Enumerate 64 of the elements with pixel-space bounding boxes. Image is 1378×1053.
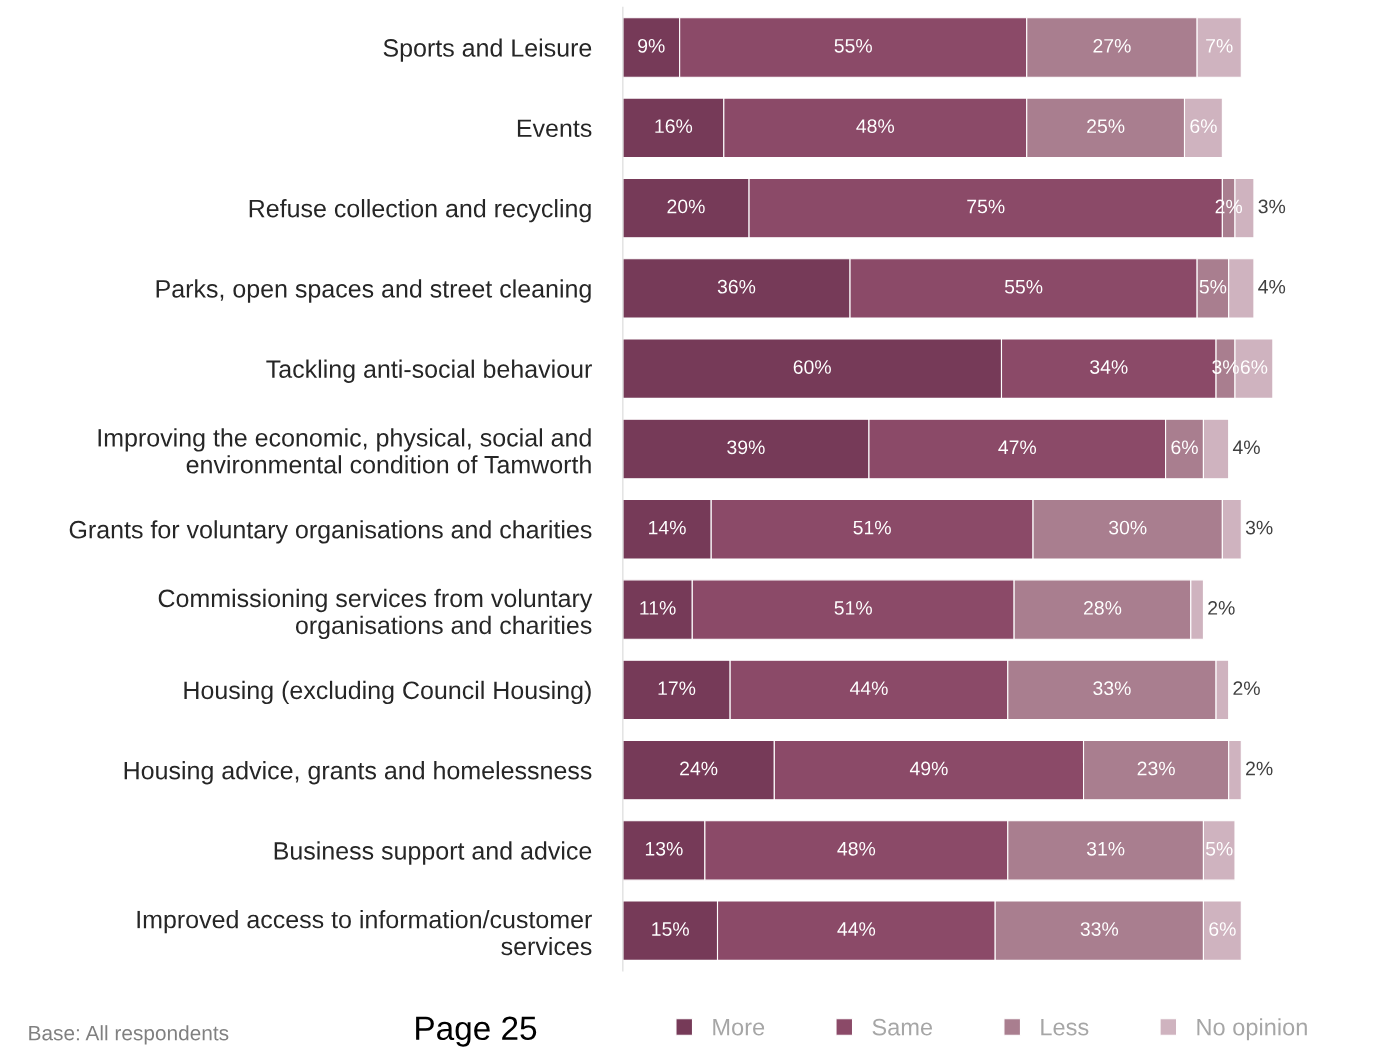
legend-label: Less [1041, 1019, 1089, 1036]
legend-label: Same [872, 1018, 933, 1036]
data-label: 15% [652, 922, 689, 936]
data-label: 17% [658, 681, 696, 695]
data-label: 5% [1205, 841, 1233, 856]
data-label: 16% [655, 119, 693, 134]
data-label: 60% [793, 360, 831, 374]
data-label: 2% [1233, 681, 1260, 695]
y-tick-label: Housing (excluding Council Housing) [184, 680, 591, 705]
data-label: 48% [856, 119, 895, 134]
data-label: 2% [1208, 601, 1235, 615]
data-label: 6% [1240, 360, 1268, 374]
data-label: 9% [638, 38, 665, 53]
legend-label: More [713, 1019, 765, 1036]
data-label: 2% [1246, 761, 1273, 776]
data-label: 11% [640, 601, 676, 615]
text: Base: All respondents [29, 1025, 229, 1045]
data-label: 6% [1209, 922, 1236, 936]
y-tick-label: Housing advice, grants and homelessness [124, 761, 592, 785]
data-label: 24% [680, 761, 718, 776]
y-tick-label: Business support and advice [274, 841, 592, 865]
data-label: 3% [1258, 199, 1286, 214]
data-label: 30% [1108, 520, 1147, 535]
y-tick-label: Sports and Leisure [383, 38, 592, 62]
data-label: 6% [1171, 440, 1198, 455]
data-label: 49% [909, 761, 948, 776]
data-label: 48% [837, 841, 876, 856]
data-label: 27% [1093, 38, 1131, 53]
y-tick-label: Tackling anti-social behaviour [266, 359, 592, 383]
data-label: 14% [649, 520, 686, 535]
data-label: 28% [1083, 601, 1122, 615]
data-label: 25% [1087, 119, 1125, 134]
legend-label: No opinion [1197, 1018, 1307, 1041]
y-tick-label: Grants for voluntary organisations and charities [69, 520, 592, 544]
data-label: 51% [834, 601, 872, 615]
data-label: 47% [998, 440, 1037, 455]
data-label: 33% [1080, 922, 1119, 936]
y-tick-label: Improved access to information/customer services [137, 910, 592, 956]
y-tick-label: Events [517, 119, 592, 138]
data-label: 55% [834, 39, 872, 53]
data-label: 39% [727, 440, 765, 455]
data-label: 13% [645, 841, 683, 856]
text: Page 25 [416, 1016, 537, 1047]
data-label: 3% [1245, 520, 1273, 535]
data-label: 31% [1086, 841, 1125, 856]
data-label: 36% [717, 279, 756, 294]
y-tick-label: Commissioning services from voluntary organisations and charities [158, 588, 593, 640]
data-label: 23% [1137, 761, 1175, 776]
data-label: 4% [1232, 440, 1260, 455]
y-tick-label: Refuse collection and recycling [249, 199, 591, 223]
data-label: 44% [837, 922, 876, 936]
data-label: 44% [849, 681, 888, 695]
data-label: 55% [1004, 279, 1043, 294]
data-label: 5% [1199, 279, 1227, 294]
data-label: 7% [1206, 39, 1233, 53]
data-label: 34% [1090, 360, 1128, 374]
y-tick-label: Parks, open spaces and street cleaning [156, 279, 591, 303]
data-label: 4% [1258, 279, 1286, 294]
data-label: 6% [1190, 119, 1217, 134]
y-tick-label: Improving the economic, physical, social and environmental condition of Tamworth [98, 428, 591, 474]
data-label: 51% [853, 520, 891, 535]
data-label: 20% [667, 199, 705, 214]
data-label: 75% [967, 199, 1005, 214]
data-label: 33% [1093, 681, 1131, 696]
